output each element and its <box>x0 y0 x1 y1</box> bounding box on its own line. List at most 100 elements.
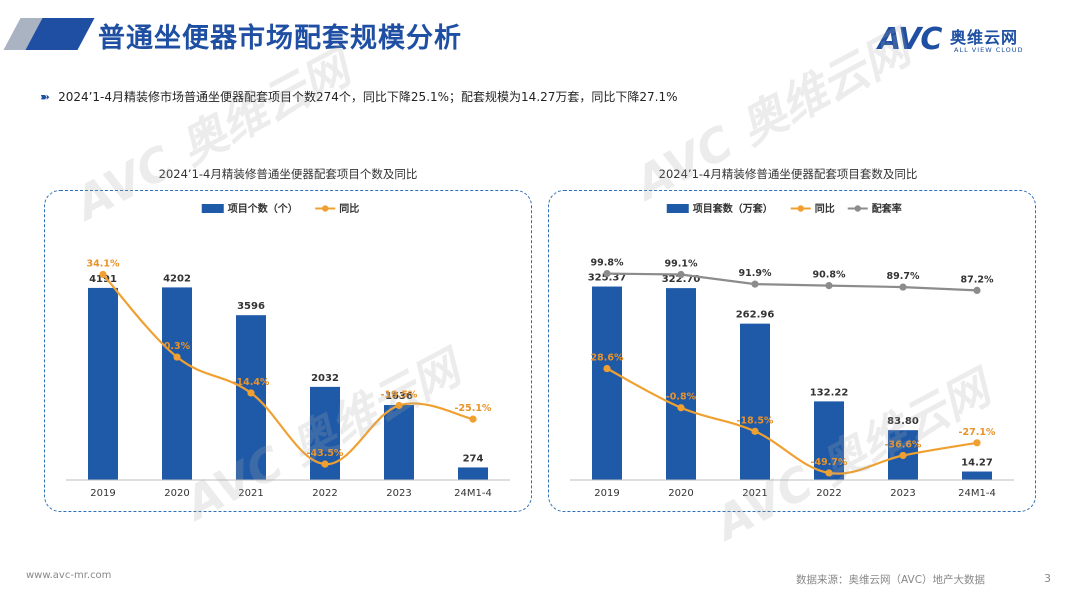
chart2-frame <box>548 190 1036 512</box>
bar-value-label: 274 <box>463 453 484 464</box>
logo-cn: 奥维云网 <box>950 28 1019 47</box>
yoy-point <box>751 427 759 435</box>
ratio-label: 89.7% <box>887 271 920 282</box>
footer-website[interactable]: www.avc-mr.com <box>26 570 112 581</box>
yoy-label: -43.5% <box>307 448 344 459</box>
yoy-point <box>395 401 403 410</box>
bar <box>384 405 414 480</box>
ratio-label: 87.2% <box>961 274 994 285</box>
x-tick-label: 2022 <box>312 488 337 499</box>
ratio-label: 99.8% <box>591 258 624 269</box>
yoy-label: -25.1% <box>455 403 492 414</box>
header: 普通坐便器市场配套规模分析 AVC 奥维云网 ALL VIEW CLOUD <box>0 0 1080 78</box>
footer-source: 数据来源：奥维云网（AVC）地产大数据 <box>796 574 986 586</box>
x-tick-label: 2023 <box>890 488 915 499</box>
bar-value-label: 4191 <box>89 274 117 285</box>
page-title: 普通坐便器市场配套规模分析 <box>98 23 462 54</box>
bar <box>88 287 118 480</box>
yoy-point <box>247 389 255 397</box>
bar <box>458 467 488 480</box>
x-tick-label: 2020 <box>668 488 693 499</box>
yoy-point <box>677 404 685 412</box>
legend-label: 同比 <box>339 202 359 215</box>
avc-logo: AVC 奥维云网 ALL VIEW CLOUD <box>878 22 1058 62</box>
x-tick-label: 2023 <box>386 488 411 499</box>
legend-line-marker <box>854 205 861 212</box>
yoy-label: -27.1% <box>959 427 996 438</box>
yoy-label: -19.5% <box>381 389 418 400</box>
chart1-title: 2024’1-4月精装修普通坐便器配套项目个数及同比 <box>158 167 418 181</box>
summary: ➽ 2024’1-4月精装修市场普通坐便器配套项目个数274个，同比下降25.1%… <box>40 88 678 105</box>
legend-label: 项目套数（万套） <box>693 202 773 215</box>
bar-value-label: 2032 <box>311 373 339 384</box>
x-tick-label: 24M1-4 <box>454 488 492 499</box>
yoy-point <box>899 451 907 460</box>
logo-en: ALL VIEW CLOUD <box>954 46 1024 54</box>
yoy-label: 0.3% <box>164 341 191 352</box>
bar-value-label: 325.37 <box>588 273 627 284</box>
ratio-label: 91.9% <box>739 268 772 279</box>
ratio-label: 90.8% <box>813 270 846 281</box>
x-tick-label: 2019 <box>90 488 115 499</box>
ratio-point <box>751 280 759 288</box>
ratio-point <box>825 282 833 290</box>
bar <box>962 471 992 480</box>
bar <box>592 286 622 480</box>
yoy-label: 28.6% <box>591 353 624 364</box>
ratio-point <box>973 286 981 294</box>
yoy-point <box>469 415 477 423</box>
logo-main: AVC <box>878 22 942 57</box>
ratio-label: 99.1% <box>665 259 698 270</box>
yoy-label: -18.5% <box>737 415 774 426</box>
legend-bar-swatch <box>201 204 224 213</box>
chart2-svg: 项目套数（万套） 同比 配套率 325.37 322.70 262.96 132.22 83.… <box>570 202 1014 499</box>
bar <box>236 315 266 480</box>
x-tick-label: 2022 <box>816 488 841 499</box>
chart1-frame <box>44 190 532 512</box>
yoy-label: -36.6% <box>885 439 922 450</box>
bar-value-label: 83.80 <box>887 416 919 427</box>
chart1-svg: 项目个数（个） 同比 4191 4202 3596 2032 1636 274 2019 2020… <box>66 202 510 499</box>
x-tick-label: 2021 <box>238 488 263 499</box>
yoy-point <box>603 364 611 373</box>
x-tick-label: 2019 <box>594 488 619 499</box>
arrow-right-icon: ➽ <box>40 90 51 104</box>
yoy-label: 34.1% <box>87 258 120 269</box>
bar-value-label: 322.70 <box>662 274 701 285</box>
bar-value-label: 4202 <box>163 273 191 284</box>
yoy-line <box>606 367 978 475</box>
legend-label: 项目个数（个） <box>228 202 298 215</box>
bar-value-label: 262.96 <box>736 310 775 321</box>
legend-label: 配套率 <box>872 202 902 215</box>
summary-text: 2024’1-4月精装修市场普通坐便器配套项目个数274个，同比下降25.1%；… <box>58 90 678 104</box>
yoy-point <box>99 270 107 279</box>
page-number: 3 <box>1044 572 1051 585</box>
x-tick-label: 2021 <box>742 488 767 499</box>
yoy-line <box>102 273 474 466</box>
ratio-point <box>603 270 611 278</box>
yoy-point <box>973 439 981 447</box>
legend-label: 同比 <box>815 202 835 215</box>
yoy-label: -0.8% <box>666 392 697 403</box>
yoy-label: -14.4% <box>233 377 270 388</box>
bar-value-label: 1636 <box>385 391 413 402</box>
legend-line-marker <box>797 205 804 212</box>
x-tick-label: 2020 <box>164 488 189 499</box>
bar-value-label: 3596 <box>237 301 265 312</box>
yoy-point <box>321 460 329 468</box>
yoy-point <box>173 353 181 361</box>
x-tick-label: 24M1-4 <box>958 488 996 499</box>
bar-value-label: 14.27 <box>961 458 993 469</box>
bar <box>740 323 770 480</box>
yoy-label: -49.7% <box>811 457 848 468</box>
ratio-point <box>677 270 685 279</box>
legend-line-marker <box>322 205 329 212</box>
legend-bar-swatch <box>666 204 689 213</box>
bar <box>162 287 192 480</box>
ratio-point <box>899 283 907 291</box>
ratio-line <box>606 272 978 292</box>
bar <box>666 288 696 480</box>
yoy-point <box>825 469 833 477</box>
bar-value-label: 132.22 <box>810 387 849 398</box>
chart2-title: 2024’1-4月精装修普通坐便器配套项目套数及同比 <box>658 167 918 181</box>
